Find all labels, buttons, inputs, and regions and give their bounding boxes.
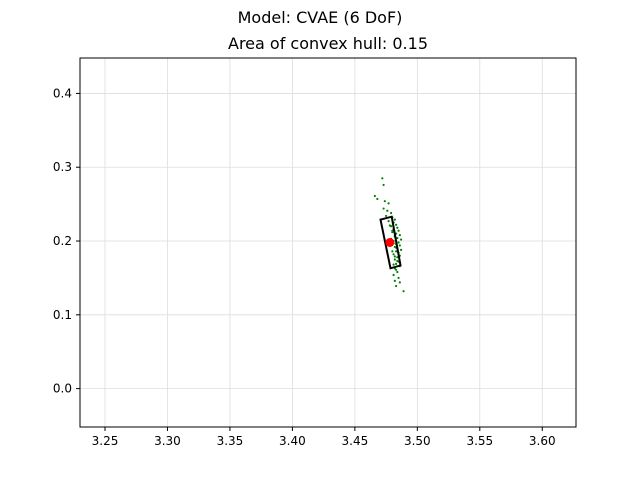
sample-point bbox=[384, 200, 386, 202]
sample-point bbox=[376, 198, 378, 200]
sample-point bbox=[396, 227, 398, 229]
sample-point bbox=[400, 249, 402, 251]
sample-point bbox=[397, 230, 399, 232]
sample-point bbox=[382, 184, 384, 186]
x-tick-label: 3.30 bbox=[154, 434, 181, 448]
mean-point-marker bbox=[385, 238, 394, 247]
sample-point bbox=[395, 263, 397, 265]
x-tick-label: 3.60 bbox=[529, 434, 556, 448]
x-tick-label: 3.45 bbox=[342, 434, 369, 448]
sample-point bbox=[400, 238, 402, 240]
sample-point bbox=[390, 212, 392, 214]
sample-point bbox=[387, 220, 389, 222]
sample-point bbox=[397, 241, 399, 243]
sample-point bbox=[394, 280, 396, 282]
x-tick-label: 3.35 bbox=[217, 434, 244, 448]
sample-point bbox=[399, 244, 401, 246]
y-tick-label: 0.2 bbox=[53, 234, 72, 248]
x-tick-label: 3.50 bbox=[404, 434, 431, 448]
sample-point bbox=[392, 253, 394, 255]
sample-point bbox=[389, 224, 391, 226]
sample-point bbox=[381, 177, 383, 179]
sample-point bbox=[394, 255, 396, 257]
sample-point bbox=[396, 271, 398, 273]
sample-point bbox=[382, 207, 384, 209]
sample-point bbox=[391, 250, 393, 252]
x-tick-label: 3.55 bbox=[466, 434, 493, 448]
sample-point bbox=[395, 285, 397, 287]
sample-point bbox=[394, 258, 396, 260]
chart-title: Area of convex hull: 0.15 bbox=[228, 34, 428, 53]
sample-point bbox=[402, 290, 404, 292]
sample-point bbox=[395, 224, 397, 226]
sample-point bbox=[399, 281, 401, 283]
sample-point bbox=[397, 277, 399, 279]
sample-point bbox=[395, 269, 397, 271]
y-tick-label: 0.0 bbox=[53, 382, 72, 396]
sample-point bbox=[392, 274, 394, 276]
x-tick-label: 3.40 bbox=[279, 434, 306, 448]
sample-point bbox=[385, 215, 387, 217]
sample-point bbox=[394, 219, 396, 221]
sample-point bbox=[392, 264, 394, 266]
y-tick-label: 0.1 bbox=[53, 308, 72, 322]
sample-point bbox=[396, 260, 398, 262]
sample-point bbox=[386, 210, 388, 212]
x-tick-label: 3.25 bbox=[92, 434, 119, 448]
chart-suptitle: Model: CVAE (6 DoF) bbox=[238, 8, 403, 27]
sample-point bbox=[387, 202, 389, 204]
y-tick-label: 0.3 bbox=[53, 160, 72, 174]
sample-point bbox=[399, 234, 401, 236]
sample-point bbox=[374, 195, 376, 197]
y-tick-label: 0.4 bbox=[53, 86, 72, 100]
